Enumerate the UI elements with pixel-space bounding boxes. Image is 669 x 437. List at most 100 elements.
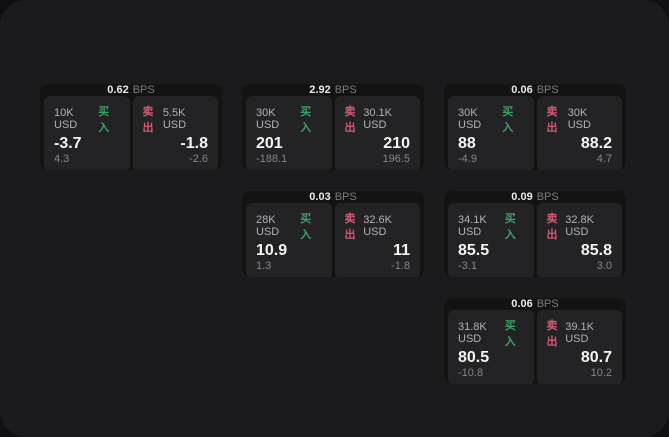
buy-price: 88 xyxy=(458,135,476,152)
buy-price: 85.5 xyxy=(458,242,490,259)
buy-quote-panel[interactable]: 28K USD 买入 10.9 1.3 xyxy=(246,203,332,277)
bps-unit: BPS xyxy=(334,191,357,203)
buy-top-row: 34.1K USD 买入 xyxy=(458,210,524,242)
quote-body: 30K USD 买入 201 -188.1 卖出 30.1K USD 210 1… xyxy=(242,96,424,170)
sell-side-label: 卖出 xyxy=(344,106,356,134)
sell-top-row: 卖出 5.5K USD xyxy=(143,103,209,135)
bps-value: 0.09 xyxy=(511,191,533,203)
buy-top-row: 30K USD 买入 xyxy=(256,103,322,135)
sell-top-row: 卖出 32.8K USD xyxy=(547,210,613,242)
buy-quote-panel[interactable]: 10K USD 买入 -3.7 4.3 xyxy=(44,96,130,170)
quote-body: 31.8K USD 买入 80.5 -10.8 卖出 39.1K USD 80.… xyxy=(444,310,626,384)
sell-price: 210 xyxy=(383,135,410,152)
quote-body: 10K USD 买入 -3.7 4.3 卖出 5.5K USD -1.8 -2.… xyxy=(40,96,222,170)
sell-amount-label: 32.6K USD xyxy=(363,214,392,238)
sell-top-row: 卖出 39.1K USD xyxy=(547,317,613,349)
quote-card: 0.06 BPS 30K USD 买入 88 -4.9 卖出 30K USD 8… xyxy=(444,84,626,170)
quote-card: 2.92 BPS 30K USD 买入 201 -188.1 卖出 30.1K … xyxy=(242,84,424,170)
quote-card: 0.62 BPS 10K USD 买入 -3.7 4.3 卖出 5.5K USD… xyxy=(40,84,222,170)
sell-quote-panel[interactable]: 卖出 5.5K USD -1.8 -2.6 xyxy=(132,96,218,170)
sell-price: 85.8 xyxy=(580,242,612,259)
buy-amount-label: 30K USD xyxy=(256,107,280,131)
sell-quote-panel[interactable]: 卖出 32.6K USD 11 -1.8 xyxy=(334,203,420,277)
bps-unit: BPS xyxy=(536,191,559,203)
sell-quote-panel[interactable]: 卖出 39.1K USD 80.7 10.2 xyxy=(536,310,622,384)
sell-amount-label: 32.8K USD xyxy=(565,214,594,238)
sell-delta: 3.0 xyxy=(596,259,612,272)
quotes-grid: 0.62 BPS 10K USD 买入 -3.7 4.3 卖出 5.5K USD… xyxy=(40,84,626,384)
sell-price: 88.2 xyxy=(580,135,612,152)
buy-amount-label: 10K USD xyxy=(54,107,78,131)
buy-delta: -4.9 xyxy=(458,152,477,165)
bps-header: 0.62 BPS xyxy=(40,84,222,96)
bps-value: 0.06 xyxy=(511,298,533,310)
bps-header: 0.06 BPS xyxy=(444,84,626,96)
bps-header: 0.06 BPS xyxy=(444,298,626,310)
bps-value: 0.62 xyxy=(107,84,129,96)
buy-delta: -10.8 xyxy=(458,366,484,379)
sell-delta: 4.7 xyxy=(596,152,612,165)
quote-body: 28K USD 买入 10.9 1.3 卖出 32.6K USD 11 -1.8 xyxy=(242,203,424,277)
buy-amount-label: 30K USD xyxy=(458,107,482,131)
sell-top-row: 卖出 32.6K USD xyxy=(345,210,411,242)
bps-unit: BPS xyxy=(132,84,155,96)
buy-top-row: 28K USD 买入 xyxy=(256,210,322,242)
buy-amount-label: 31.8K USD xyxy=(458,321,487,345)
buy-price: 10.9 xyxy=(256,242,288,259)
buy-side-label: 买入 xyxy=(98,106,110,134)
buy-quote-panel[interactable]: 34.1K USD 买入 85.5 -3.1 xyxy=(448,203,534,277)
buy-top-row: 30K USD 买入 xyxy=(458,103,524,135)
quote-card: 0.06 BPS 31.8K USD 买入 80.5 -10.8 卖出 39.1… xyxy=(444,298,626,384)
bps-value: 2.92 xyxy=(309,84,331,96)
bps-header: 2.92 BPS xyxy=(242,84,424,96)
sell-amount-label: 5.5K USD xyxy=(162,107,187,131)
sell-quote-panel[interactable]: 卖出 32.8K USD 85.8 3.0 xyxy=(536,203,622,277)
sell-side-label: 卖出 xyxy=(142,106,154,134)
sell-quote-panel[interactable]: 卖出 30.1K USD 210 196.5 xyxy=(334,96,420,170)
quote-body: 30K USD 买入 88 -4.9 卖出 30K USD 88.2 4.7 xyxy=(444,96,626,170)
bps-unit: BPS xyxy=(536,84,559,96)
buy-top-row: 10K USD 买入 xyxy=(54,103,120,135)
buy-quote-panel[interactable]: 31.8K USD 买入 80.5 -10.8 xyxy=(448,310,534,384)
bps-header: 0.09 BPS xyxy=(444,191,626,203)
buy-side-label: 买入 xyxy=(504,213,516,241)
sell-price: 11 xyxy=(393,242,410,259)
buy-price: -3.7 xyxy=(54,135,82,152)
sell-side-label: 卖出 xyxy=(546,320,558,348)
bps-unit: BPS xyxy=(334,84,357,96)
buy-delta: -3.1 xyxy=(458,259,477,272)
sell-side-label: 卖出 xyxy=(344,213,356,241)
sell-delta: 10.2 xyxy=(590,366,612,379)
sell-amount-label: 30.1K USD xyxy=(363,107,392,131)
sell-side-label: 卖出 xyxy=(546,106,558,134)
sell-quote-panel[interactable]: 卖出 30K USD 88.2 4.7 xyxy=(536,96,622,170)
sell-price: -1.8 xyxy=(180,135,208,152)
buy-delta: -188.1 xyxy=(256,152,288,165)
buy-quote-panel[interactable]: 30K USD 买入 201 -188.1 xyxy=(246,96,332,170)
sell-amount-label: 39.1K USD xyxy=(565,321,594,345)
buy-side-label: 买入 xyxy=(300,213,312,241)
buy-amount-label: 34.1K USD xyxy=(458,214,487,238)
sell-top-row: 卖出 30K USD xyxy=(547,103,613,135)
quote-card: 0.09 BPS 34.1K USD 买入 85.5 -3.1 卖出 32.8K… xyxy=(444,191,626,277)
bps-value: 0.03 xyxy=(309,191,331,203)
sell-amount-label: 30K USD xyxy=(567,107,591,131)
buy-quote-panel[interactable]: 30K USD 买入 88 -4.9 xyxy=(448,96,534,170)
bps-header: 0.03 BPS xyxy=(242,191,424,203)
sell-delta: 196.5 xyxy=(382,152,410,165)
buy-side-label: 买入 xyxy=(504,320,516,348)
sell-price: 80.7 xyxy=(580,349,612,366)
buy-top-row: 31.8K USD 买入 xyxy=(458,317,524,349)
bps-unit: BPS xyxy=(536,298,559,310)
sell-delta: -2.6 xyxy=(189,152,208,165)
sell-delta: -1.8 xyxy=(391,259,410,272)
quote-card: 0.03 BPS 28K USD 买入 10.9 1.3 卖出 32.6K US… xyxy=(242,191,424,277)
sell-top-row: 卖出 30.1K USD xyxy=(345,103,411,135)
buy-side-label: 买入 xyxy=(300,106,312,134)
buy-price: 201 xyxy=(256,135,283,152)
buy-side-label: 买入 xyxy=(502,106,514,134)
buy-amount-label: 28K USD xyxy=(256,214,280,238)
quote-body: 34.1K USD 买入 85.5 -3.1 卖出 32.8K USD 85.8… xyxy=(444,203,626,277)
buy-price: 80.5 xyxy=(458,349,490,366)
